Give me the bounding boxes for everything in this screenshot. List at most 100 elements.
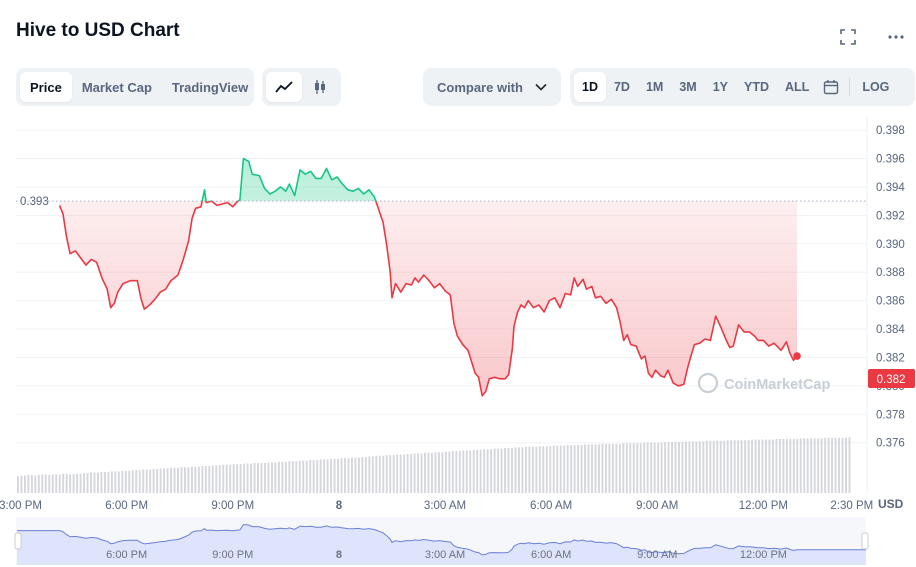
volume-bar <box>326 459 329 493</box>
calendar-icon <box>824 80 839 95</box>
range-7d[interactable]: 7D <box>613 80 630 94</box>
volume-bar <box>204 466 207 493</box>
coinmarketcap-logo-icon <box>697 372 719 394</box>
navigator-left-handle[interactable] <box>14 532 22 550</box>
volume-bar <box>813 438 816 493</box>
volume-bar <box>437 452 440 493</box>
volume-bar <box>695 441 698 493</box>
volume-bar <box>30 475 33 493</box>
volume-bar <box>385 455 388 493</box>
tab-market-cap[interactable]: Market Cap <box>81 79 152 95</box>
tab-price[interactable]: Price <box>20 72 72 102</box>
volume-bar <box>302 460 305 493</box>
volume-bar <box>768 439 771 493</box>
x-tick-label: 3:00 PM <box>0 500 42 512</box>
volume-bar <box>758 439 760 493</box>
volume-bar <box>20 475 23 493</box>
volume-bar <box>330 458 333 493</box>
volume-bar <box>691 441 694 493</box>
volume-bar <box>97 472 99 493</box>
volume-bar <box>806 438 809 493</box>
volume-bar <box>138 470 141 493</box>
volume-bar <box>476 449 479 493</box>
volume-bar <box>625 443 628 493</box>
volume-bar <box>250 463 253 493</box>
volume-bar <box>284 461 287 493</box>
volume-bar <box>37 475 40 493</box>
volume-bar <box>824 437 827 493</box>
volume-bar <box>751 439 754 493</box>
y-tick-label: 0.394 <box>876 182 905 194</box>
watermark-text: CoinMarketCap <box>724 377 830 393</box>
volume-bar <box>124 470 127 493</box>
range-1m[interactable]: 1M <box>645 80 664 94</box>
volume-bar <box>194 466 197 493</box>
range-1d[interactable]: 1D <box>574 72 606 102</box>
volume-bars <box>17 437 851 493</box>
navigator-right-handle[interactable] <box>861 532 869 550</box>
line-chart-button[interactable] <box>266 72 302 102</box>
more-options-icon[interactable] <box>885 26 907 48</box>
volume-bar <box>831 437 834 493</box>
volume-bar <box>236 464 239 493</box>
volume-bar <box>698 441 701 493</box>
volume-bar <box>135 470 138 493</box>
volume-bar <box>622 443 625 493</box>
range-3m[interactable]: 3M <box>679 80 697 94</box>
volume-bar <box>775 439 778 493</box>
volume-bar <box>399 454 402 493</box>
volume-bar <box>524 446 527 493</box>
volume-bar <box>601 443 604 493</box>
volume-bar <box>229 464 232 493</box>
date-picker-button[interactable] <box>817 72 845 102</box>
volume-bar <box>646 442 649 493</box>
log-scale-toggle[interactable]: LOG <box>862 80 890 94</box>
volume-bar <box>107 472 110 493</box>
volume-bar <box>504 448 506 493</box>
range-1y[interactable]: 1Y <box>712 80 729 94</box>
volume-bar <box>838 437 840 493</box>
x-tick-label: 6:00 AM <box>530 500 572 512</box>
navigator-tick-label: 3:00 AM <box>425 549 465 561</box>
volume-bar <box>469 450 472 493</box>
volume-bar <box>660 442 663 493</box>
navigator-tick-label: 8 <box>336 549 342 561</box>
volume-bar <box>570 445 573 493</box>
fullscreen-icon[interactable] <box>837 26 859 48</box>
volume-bar <box>761 439 764 493</box>
volume-bar <box>737 440 740 493</box>
volume-bar <box>149 469 152 493</box>
tab-tradingview[interactable]: TradingView <box>171 79 249 95</box>
volume-bar <box>257 463 259 493</box>
range-ytd[interactable]: YTD <box>744 80 770 94</box>
volume-bar <box>500 448 503 493</box>
volume-bar <box>48 475 51 493</box>
volume-bar <box>187 467 190 493</box>
volume-bar <box>723 440 726 493</box>
volume-bar <box>368 456 371 493</box>
volume-bar <box>810 438 813 493</box>
range-all[interactable]: ALL <box>785 80 810 94</box>
area-below-reference <box>59 201 797 396</box>
volume-bar <box>298 460 301 493</box>
y-tick-label: 0.378 <box>876 409 905 421</box>
volume-bar <box>653 442 656 493</box>
volume-bar <box>497 448 500 493</box>
volume-bar <box>427 452 430 493</box>
current-price-dot <box>793 352 801 360</box>
range-navigator[interactable]: 6:00 PM 9:00 PM 8 3:00 AM 6:00 AM 9:00 AM 12:0… <box>14 517 869 565</box>
x-axis-ticks: 3:00 PM 6:00 PM 9:00 PM 8 3:00 AM 6:00 AM 9:00… <box>0 500 873 512</box>
volume-bar <box>803 438 806 493</box>
volume-bar <box>51 474 54 493</box>
compare-with-dropdown[interactable]: Compare with <box>423 68 561 106</box>
volume-bar <box>664 442 667 493</box>
volume-bar <box>121 470 124 493</box>
volume-bar <box>417 453 420 493</box>
volume-bar <box>295 461 298 493</box>
candlestick-chart-button[interactable] <box>303 72 337 102</box>
volume-bar <box>740 440 743 493</box>
range-divider <box>849 78 851 96</box>
volume-bar <box>754 439 757 493</box>
volume-bar <box>441 452 444 493</box>
volume-bar <box>730 440 733 493</box>
